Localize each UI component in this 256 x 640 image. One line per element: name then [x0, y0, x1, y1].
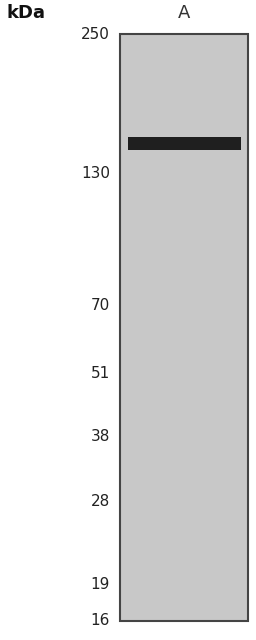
Text: 130: 130	[81, 166, 110, 181]
Text: 38: 38	[91, 429, 110, 444]
Bar	[120, 34, 248, 621]
Text: 51: 51	[91, 366, 110, 381]
Text: kDa: kDa	[6, 4, 45, 22]
Text: 250: 250	[81, 27, 110, 42]
Text: 70: 70	[91, 298, 110, 314]
Text: 28: 28	[91, 494, 110, 509]
Bar	[128, 137, 241, 150]
Text: 19: 19	[91, 577, 110, 592]
Text: 16: 16	[91, 614, 110, 628]
Text: A: A	[178, 4, 190, 22]
